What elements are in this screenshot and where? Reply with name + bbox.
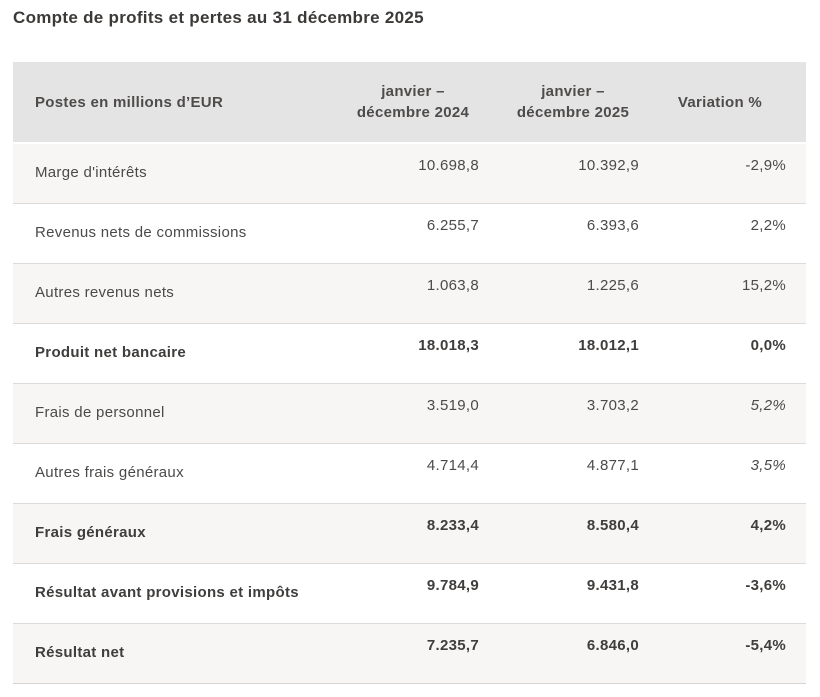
row-label: Autres revenus nets	[35, 283, 175, 301]
value-2024: 10.698,8	[418, 157, 479, 174]
value-2025: 10.392,9	[578, 157, 639, 174]
row-label: Résultat net	[35, 643, 125, 661]
table-row-marge-interets: Marge d'intérêts 10.698,8 10.392,9 -2,9%	[13, 143, 806, 203]
row-label: Marge d'intérêts	[35, 164, 147, 181]
row-label: Résultat avant provisions et impôts	[35, 583, 299, 601]
variation-value: -3,6%	[745, 576, 786, 594]
column-header-variation: Variation %	[653, 62, 806, 143]
table-row-resultat-net: Résultat net 7.235,7 6.846,0 -5,4%	[13, 623, 806, 683]
profit-loss-table: Postes en millions d’EUR janvier – décem…	[13, 62, 806, 684]
value-2024: 18.018,3	[418, 336, 479, 354]
value-2024: 8.233,4	[426, 516, 479, 534]
row-label: Produit net bancaire	[35, 343, 187, 361]
value-2024: 9.784,9	[426, 576, 479, 594]
row-label: Frais généraux	[35, 523, 146, 541]
value-2025: 1.225,6	[586, 276, 639, 294]
period-2025-line1: janvier –	[541, 83, 605, 100]
period-2024-line1: janvier –	[381, 83, 445, 100]
row-label: Frais de personnel	[35, 403, 165, 421]
period-2024-line2: décembre 2024	[356, 104, 470, 121]
value-2024: 4.714,4	[426, 456, 479, 474]
variation-value: 4,2%	[750, 516, 786, 534]
period-2025-line2: décembre 2025	[516, 104, 630, 121]
column-header-period-2024: janvier – décembre 2024	[333, 62, 493, 143]
value-2025: 18.012,1	[578, 336, 639, 354]
value-2024: 3.519,0	[426, 396, 479, 414]
column-header-postes: Postes en millions d’EUR	[13, 62, 333, 143]
table-row-revenus-commissions: Revenus nets de commissions 6.255,7 6.39…	[13, 203, 806, 263]
value-2025: 9.431,8	[586, 576, 639, 594]
table-row-frais-personnel: Frais de personnel 3.519,0 3.703,2 5,2%	[13, 383, 806, 443]
row-label: Autres frais généraux	[35, 463, 184, 481]
value-2024: 6.255,7	[426, 216, 479, 234]
value-2025: 8.580,4	[586, 516, 639, 534]
column-header-period-2025: janvier – décembre 2025	[493, 62, 653, 143]
variation-value: -5,4%	[745, 636, 786, 654]
variation-value: 3,5%	[750, 456, 786, 474]
table-row-resultat-avant-provisions: Résultat avant provisions et impôts 9.78…	[13, 563, 806, 623]
variation-value: 2,2%	[750, 216, 786, 234]
variation-value: 0,0%	[750, 336, 786, 354]
table-header-row: Postes en millions d’EUR janvier – décem…	[13, 62, 806, 143]
value-2024: 7.235,7	[426, 636, 479, 654]
page-title: Compte de profits et pertes au 31 décemb…	[13, 8, 424, 27]
value-2025: 6.393,6	[586, 216, 639, 234]
value-2024: 1.063,8	[426, 276, 479, 294]
table-row-produit-net-bancaire: Produit net bancaire 18.018,3 18.012,1 0…	[13, 323, 806, 383]
variation-value: 15,2%	[741, 276, 786, 294]
variation-value: -2,9%	[745, 157, 786, 174]
table-row-frais-generaux: Frais généraux 8.233,4 8.580,4 4,2%	[13, 503, 806, 563]
value-2025: 4.877,1	[586, 456, 639, 474]
value-2025: 3.703,2	[586, 396, 639, 414]
value-2025: 6.846,0	[586, 636, 639, 654]
table-row-autres-frais: Autres frais généraux 4.714,4 4.877,1 3,…	[13, 443, 806, 503]
variation-value: 5,2%	[750, 396, 786, 414]
table-row-autres-revenus: Autres revenus nets 1.063,8 1.225,6 15,2…	[13, 263, 806, 323]
row-label: Revenus nets de commissions	[35, 223, 247, 241]
